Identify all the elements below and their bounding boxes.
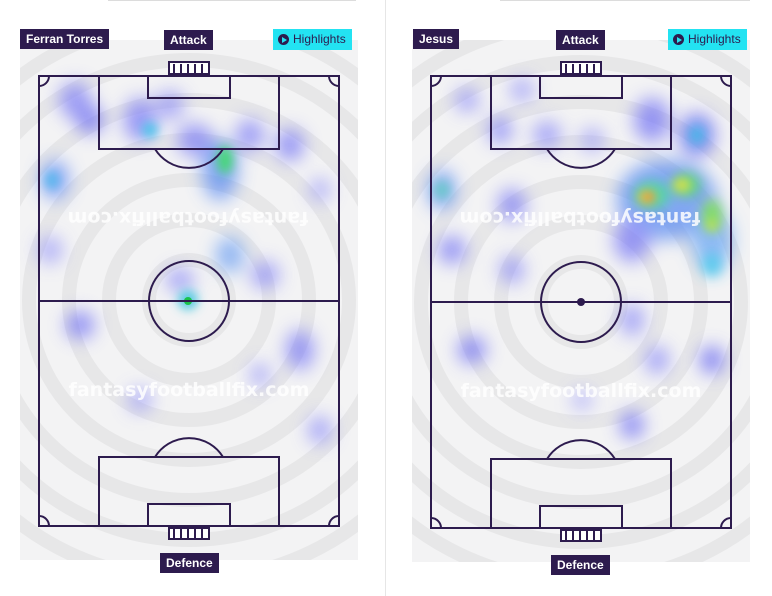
- heatmap-panel-ferran-torres: Ferran Torres Attack Highlights: [0, 0, 360, 596]
- defence-label: Defence: [160, 553, 219, 573]
- highlights-label: Highlights: [688, 32, 741, 46]
- top-rule-left: [108, 0, 356, 1]
- bottom-goal: [560, 529, 602, 542]
- heatmap-panel-jesus: Jesus Attack Highlights: [392, 0, 752, 596]
- pitch-heatmap: fantasyfootballfix.com fantasyfootballfi…: [20, 40, 358, 560]
- play-icon: [278, 34, 289, 45]
- watermark-mirrored: fantasyfootballfix.com: [68, 207, 309, 229]
- top-rule-right: [500, 0, 750, 1]
- defence-label: Defence: [551, 555, 610, 575]
- play-icon: [673, 34, 684, 45]
- panel-divider: [385, 0, 386, 596]
- watermark: fantasyfootballfix.com: [69, 379, 310, 401]
- top-goal: [560, 61, 602, 75]
- watermark: fantasyfootballfix.com: [461, 380, 702, 402]
- top-goal: [168, 61, 210, 75]
- highlights-label: Highlights: [293, 32, 346, 46]
- watermark-mirrored: fantasyfootballfix.com: [460, 207, 701, 229]
- pitch-heatmap: fantasyfootballfix.com fantasyfootballfi…: [412, 40, 750, 562]
- player-name-label: Ferran Torres: [20, 29, 110, 49]
- player-name-label: Jesus: [413, 29, 460, 49]
- bottom-goal: [168, 527, 210, 540]
- attack-label: Attack: [556, 30, 605, 50]
- highlights-button[interactable]: Highlights: [273, 29, 352, 50]
- highlights-button[interactable]: Highlights: [668, 29, 747, 50]
- attack-label: Attack: [164, 30, 213, 50]
